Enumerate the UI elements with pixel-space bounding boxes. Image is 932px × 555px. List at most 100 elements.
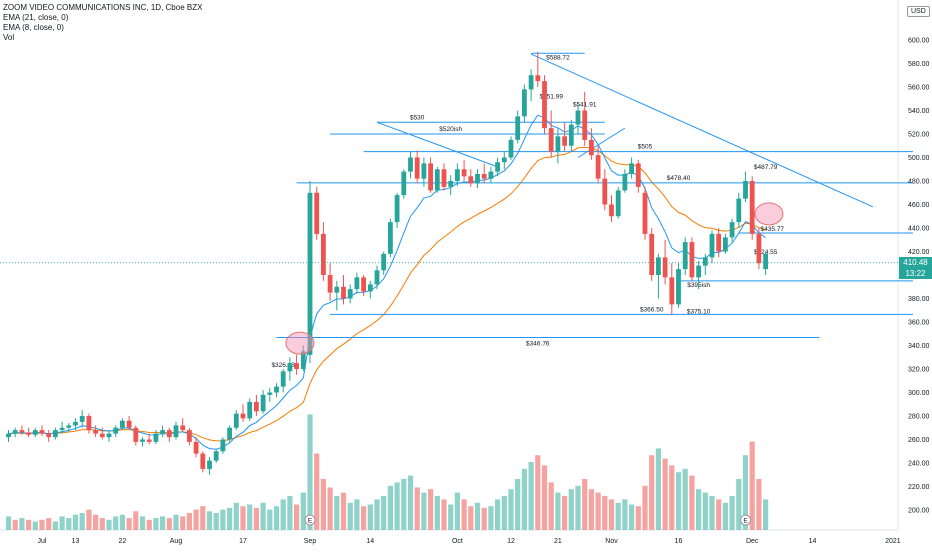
legend-title: ZOOM VIDEO COMMUNICATIONS INC, 1D, Cboe … bbox=[3, 3, 203, 12]
candle-body bbox=[582, 110, 588, 140]
candle-body bbox=[381, 253, 387, 271]
candle-body bbox=[555, 136, 561, 152]
y-tick-label: 280.00 bbox=[908, 414, 930, 421]
volume-bar bbox=[582, 479, 588, 530]
candle-body bbox=[508, 139, 514, 158]
candle-body bbox=[535, 75, 541, 82]
candle-body bbox=[562, 136, 567, 146]
candle-body bbox=[723, 237, 728, 252]
candle-body bbox=[46, 433, 52, 438]
candle-body bbox=[622, 173, 628, 191]
x-tick-label: Nov bbox=[605, 538, 618, 545]
volume-bar bbox=[361, 506, 367, 530]
candle-body bbox=[394, 195, 400, 223]
candle-body bbox=[736, 198, 742, 223]
volume-bar bbox=[233, 502, 239, 530]
volume-bar bbox=[381, 496, 387, 530]
x-tick-label: 2021 bbox=[885, 538, 901, 545]
volume-bar bbox=[394, 482, 400, 530]
volume-bar bbox=[501, 496, 507, 530]
candle-body bbox=[669, 277, 675, 305]
volume-bar bbox=[675, 472, 682, 530]
legend-ema21: EMA (21, close, 0) bbox=[3, 13, 69, 22]
volume-bar bbox=[240, 506, 246, 530]
volume-bar bbox=[32, 521, 38, 530]
candle-body bbox=[749, 181, 755, 234]
y-tick-label: 540.00 bbox=[908, 108, 930, 115]
candle-body bbox=[153, 433, 159, 442]
candle-body bbox=[528, 75, 534, 90]
volume-bar bbox=[213, 513, 219, 530]
candle-body bbox=[26, 432, 31, 435]
candle-body bbox=[227, 427, 232, 440]
volume-bar bbox=[682, 468, 688, 530]
volume-bar bbox=[86, 509, 92, 530]
candle-body bbox=[756, 233, 762, 264]
candle-body bbox=[763, 253, 768, 270]
volume-bar bbox=[689, 475, 695, 530]
volume-bar bbox=[401, 479, 407, 530]
volume-bar bbox=[320, 479, 326, 530]
volume-bar bbox=[474, 502, 481, 530]
volume-bar bbox=[709, 496, 715, 530]
candle-body bbox=[99, 433, 105, 438]
trendline bbox=[530, 53, 874, 208]
volume-bar bbox=[756, 479, 762, 530]
candle-body bbox=[66, 425, 72, 428]
x-tick-label: 12 bbox=[507, 538, 515, 545]
candle-body bbox=[334, 286, 340, 293]
volume-bar bbox=[334, 496, 340, 530]
candle-body bbox=[602, 178, 608, 205]
currency-button[interactable]: USD bbox=[907, 6, 930, 17]
volume-bar bbox=[414, 487, 420, 530]
candle-body bbox=[59, 427, 65, 431]
volume-bar bbox=[763, 499, 769, 530]
volume-bar bbox=[146, 519, 152, 530]
candle-body bbox=[501, 157, 507, 163]
candle-body bbox=[106, 433, 112, 438]
volume-bar bbox=[702, 492, 708, 530]
volume-bar bbox=[448, 504, 454, 530]
volume-bar bbox=[615, 502, 621, 530]
x-tick-label: Dec bbox=[746, 538, 759, 545]
y-tick-label: 200.00 bbox=[908, 508, 930, 515]
candle-body bbox=[428, 163, 433, 191]
volume-bar bbox=[119, 514, 125, 530]
level-label: $326.13 bbox=[271, 362, 295, 369]
volume-bar bbox=[340, 492, 347, 530]
level-label: $487.79 bbox=[754, 164, 778, 171]
volume-bar bbox=[280, 499, 286, 530]
candle-body bbox=[522, 89, 527, 117]
y-tick-label: 340.00 bbox=[908, 343, 930, 350]
x-tick-label: 14 bbox=[366, 538, 374, 545]
volume-bar bbox=[575, 485, 581, 530]
candle-body bbox=[12, 430, 18, 434]
y-tick-label: 220.00 bbox=[908, 484, 930, 491]
level-label: $588.72 bbox=[546, 54, 570, 61]
trendline bbox=[577, 127, 626, 158]
volume-bar bbox=[441, 499, 447, 530]
y-tick-label: 460.00 bbox=[908, 202, 930, 209]
volume-bar bbox=[729, 496, 735, 530]
volume-bar bbox=[173, 514, 179, 530]
volume-bar bbox=[407, 475, 414, 530]
candle-body bbox=[146, 439, 152, 442]
level-label: $478.40 bbox=[667, 175, 691, 182]
candle-body bbox=[126, 420, 132, 428]
y-tick-label: 320.00 bbox=[908, 367, 930, 374]
candle-body bbox=[642, 192, 648, 234]
candle-body bbox=[180, 425, 186, 431]
volume-bar bbox=[495, 499, 501, 530]
candle-body bbox=[696, 265, 701, 278]
volume-bar bbox=[649, 455, 655, 530]
volume-bar bbox=[133, 511, 139, 530]
candle-body bbox=[274, 386, 279, 393]
volume-bar bbox=[555, 492, 561, 530]
candle-body bbox=[548, 128, 554, 152]
trendline bbox=[376, 121, 498, 168]
level-label: $551.99 bbox=[539, 93, 563, 100]
volume-bar bbox=[461, 499, 467, 530]
x-tick-label: 22 bbox=[119, 538, 127, 545]
